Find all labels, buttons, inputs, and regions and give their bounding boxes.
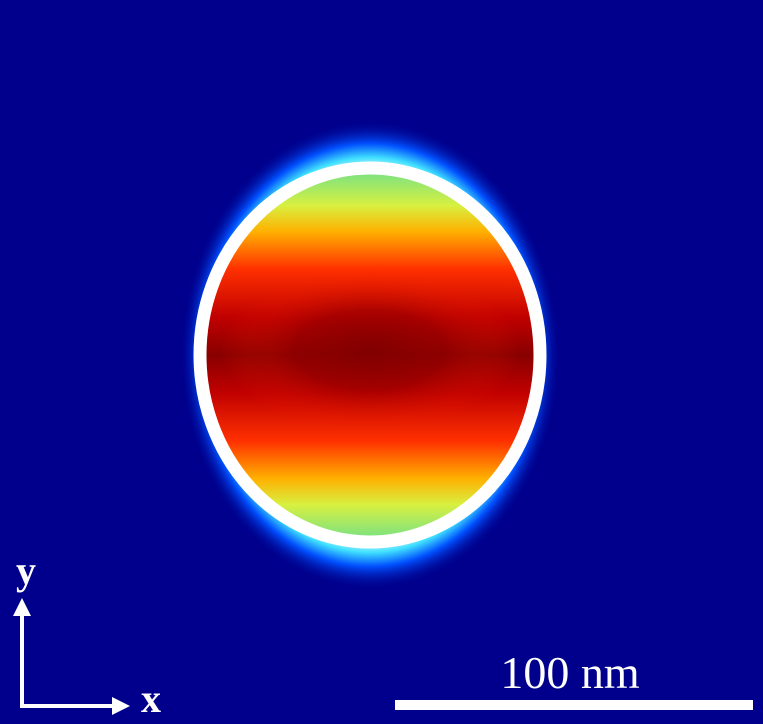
y-arrow-head	[13, 598, 31, 616]
y-axis-label: y	[16, 548, 36, 593]
scale-bar-label: 100 nm	[500, 647, 640, 698]
scale-bar	[395, 700, 753, 710]
axes-indicator	[13, 598, 130, 715]
particle-outline	[193, 161, 547, 549]
field-core	[220, 270, 520, 430]
x-arrow-head	[112, 697, 130, 715]
x-axis-label: x	[141, 676, 161, 721]
